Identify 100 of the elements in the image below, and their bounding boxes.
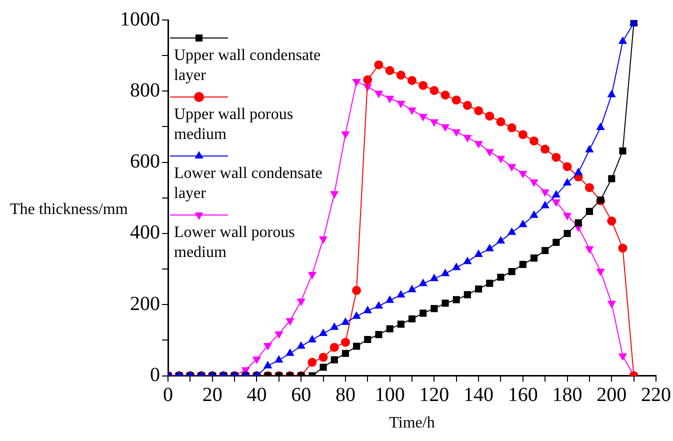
point bbox=[385, 295, 394, 303]
point bbox=[619, 147, 626, 154]
point bbox=[530, 210, 538, 218]
point bbox=[385, 66, 394, 76]
point bbox=[485, 112, 494, 121]
point bbox=[308, 358, 317, 367]
point bbox=[352, 79, 361, 87]
point bbox=[442, 300, 449, 307]
point bbox=[418, 114, 428, 122]
x-tick-label: 220 bbox=[641, 384, 671, 406]
point bbox=[552, 152, 561, 162]
x-tick-label: 140 bbox=[464, 384, 494, 406]
point bbox=[274, 355, 284, 363]
point bbox=[452, 96, 461, 105]
point bbox=[363, 306, 372, 314]
point bbox=[518, 130, 528, 140]
x-tick-label: 200 bbox=[596, 384, 627, 406]
x-tick-label: 60 bbox=[291, 384, 312, 406]
point bbox=[330, 342, 339, 352]
point bbox=[340, 338, 350, 347]
point bbox=[474, 249, 483, 257]
point bbox=[496, 236, 506, 244]
point bbox=[286, 348, 294, 356]
point bbox=[507, 227, 516, 235]
point bbox=[296, 341, 306, 349]
point bbox=[530, 254, 538, 262]
point bbox=[562, 178, 572, 186]
y-tick-label: 1000 bbox=[120, 8, 160, 30]
point bbox=[352, 286, 362, 295]
legend-label: Lower wall porous medium bbox=[174, 224, 295, 262]
point bbox=[540, 200, 550, 208]
legend-label: Lower wall condensate layer bbox=[174, 165, 322, 202]
point bbox=[574, 168, 583, 176]
point bbox=[618, 244, 628, 253]
point bbox=[496, 156, 506, 164]
point bbox=[485, 149, 494, 157]
point bbox=[519, 260, 526, 268]
y-tick-label: 0 bbox=[150, 364, 160, 386]
point bbox=[530, 136, 538, 146]
point bbox=[475, 285, 482, 293]
x-tick-label: 20 bbox=[202, 384, 222, 406]
point bbox=[396, 70, 406, 80]
y-tick-label: 200 bbox=[130, 292, 160, 315]
point bbox=[386, 325, 394, 332]
point bbox=[430, 274, 439, 282]
point bbox=[586, 208, 593, 215]
point bbox=[263, 360, 272, 368]
point bbox=[518, 220, 528, 228]
point bbox=[508, 268, 516, 276]
point bbox=[540, 144, 550, 154]
point bbox=[496, 117, 506, 126]
point bbox=[518, 170, 528, 178]
point bbox=[474, 106, 484, 116]
point bbox=[440, 268, 450, 276]
point bbox=[607, 216, 616, 226]
point bbox=[408, 315, 416, 322]
point bbox=[308, 334, 317, 342]
point bbox=[430, 86, 439, 95]
point bbox=[552, 190, 561, 198]
point bbox=[562, 162, 572, 172]
point bbox=[530, 179, 538, 187]
y-tick-label: 600 bbox=[130, 150, 160, 173]
point bbox=[552, 238, 560, 246]
y-axis-title: The thickness/mm bbox=[10, 201, 128, 218]
point bbox=[408, 76, 416, 85]
point bbox=[440, 124, 450, 132]
point bbox=[318, 328, 328, 336]
point bbox=[318, 352, 328, 362]
point bbox=[408, 284, 416, 292]
y-tick-label: 800 bbox=[130, 79, 160, 102]
point bbox=[330, 356, 338, 364]
point bbox=[584, 183, 594, 192]
point bbox=[452, 129, 461, 137]
point bbox=[507, 164, 516, 172]
point bbox=[364, 336, 372, 344]
point bbox=[396, 100, 406, 108]
x-tick-label: 180 bbox=[552, 384, 582, 406]
point bbox=[485, 244, 494, 252]
point bbox=[374, 90, 384, 98]
x-tick-label: 100 bbox=[374, 384, 405, 406]
point bbox=[353, 342, 360, 350]
point bbox=[540, 189, 550, 197]
point bbox=[408, 108, 416, 116]
point bbox=[363, 75, 372, 84]
point bbox=[464, 291, 471, 298]
point bbox=[396, 290, 406, 298]
point bbox=[486, 280, 494, 287]
point bbox=[452, 296, 460, 304]
point bbox=[562, 212, 572, 220]
point bbox=[374, 301, 384, 309]
x-tick-label: 120 bbox=[419, 384, 450, 406]
point bbox=[330, 322, 339, 330]
x-tick-label: 160 bbox=[508, 384, 538, 406]
point bbox=[542, 247, 549, 254]
point bbox=[430, 119, 439, 127]
x-tick-label: 80 bbox=[335, 384, 356, 406]
point bbox=[608, 175, 616, 182]
point bbox=[462, 100, 472, 110]
point bbox=[497, 274, 504, 281]
x-tick-label: 40 bbox=[246, 384, 267, 406]
